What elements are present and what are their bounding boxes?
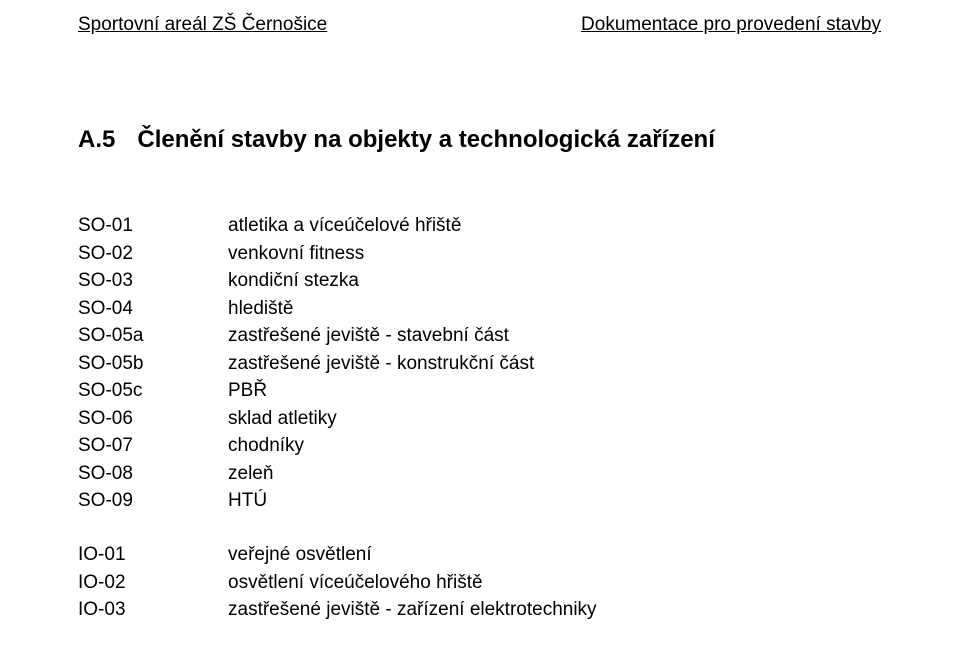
section-heading: Členění stavby na objekty a technologick… (137, 126, 715, 154)
item-desc: chodníky (228, 432, 304, 460)
list-item: SO-03 kondiční stezka (78, 267, 881, 295)
item-desc: zeleň (228, 460, 273, 488)
item-code: SO-01 (78, 212, 228, 240)
list-item: SO-09 HTÚ (78, 487, 881, 515)
header-right: Dokumentace pro provedení stavby (581, 14, 881, 36)
item-code: SO-05c (78, 377, 228, 405)
item-code: SO-03 (78, 267, 228, 295)
item-code: SO-09 (78, 487, 228, 515)
item-desc: hlediště (228, 295, 294, 323)
item-code: SO-04 (78, 295, 228, 323)
section-title: A.5 Členění stavby na objekty a technolo… (78, 126, 881, 154)
section-number: A.5 (78, 126, 115, 154)
list-item: IO-01 veřejné osvětlení (78, 541, 881, 569)
page: Sportovní areál ZŠ Černošice Dokumentace… (0, 0, 959, 657)
list-item: SO-05a zastřešené jeviště - stavební čás… (78, 322, 881, 350)
list-item: SO-05b zastřešené jeviště - konstrukční … (78, 350, 881, 378)
item-code: SO-07 (78, 432, 228, 460)
list-gap (78, 515, 881, 541)
list-item: IO-02 osvětlení víceúčelového hřiště (78, 569, 881, 597)
item-desc: osvětlení víceúčelového hřiště (228, 569, 483, 597)
list-item: SO-07 chodníky (78, 432, 881, 460)
item-code: SO-02 (78, 240, 228, 268)
item-desc: zastřešené jeviště - zařízení elektrotec… (228, 596, 597, 624)
item-desc: veřejné osvětlení (228, 541, 372, 569)
header-left: Sportovní areál ZŠ Černošice (78, 14, 327, 36)
item-desc: HTÚ (228, 487, 267, 515)
list-item: SO-04 hlediště (78, 295, 881, 323)
list-item: SO-01 atletika a víceúčelové hřiště (78, 212, 881, 240)
list-item: IO-03 zastřešené jeviště - zařízení elek… (78, 596, 881, 624)
item-desc: sklad atletiky (228, 405, 337, 433)
item-code: SO-05a (78, 322, 228, 350)
list-item: SO-08 zeleň (78, 460, 881, 488)
item-code: SO-05b (78, 350, 228, 378)
item-desc: venkovní fitness (228, 240, 364, 268)
item-code: IO-02 (78, 569, 228, 597)
item-code: IO-01 (78, 541, 228, 569)
so-list: SO-01 atletika a víceúčelové hřiště SO-0… (78, 212, 881, 624)
item-code: SO-08 (78, 460, 228, 488)
item-desc: PBŘ (228, 377, 267, 405)
item-code: IO-03 (78, 596, 228, 624)
item-code: SO-06 (78, 405, 228, 433)
item-desc: kondiční stezka (228, 267, 359, 295)
list-item: SO-05c PBŘ (78, 377, 881, 405)
item-desc: zastřešené jeviště - konstrukční část (228, 350, 534, 378)
list-item: SO-02 venkovní fitness (78, 240, 881, 268)
item-desc: zastřešené jeviště - stavební část (228, 322, 509, 350)
page-header: Sportovní areál ZŠ Černošice Dokumentace… (78, 14, 881, 36)
list-item: SO-06 sklad atletiky (78, 405, 881, 433)
item-desc: atletika a víceúčelové hřiště (228, 212, 461, 240)
